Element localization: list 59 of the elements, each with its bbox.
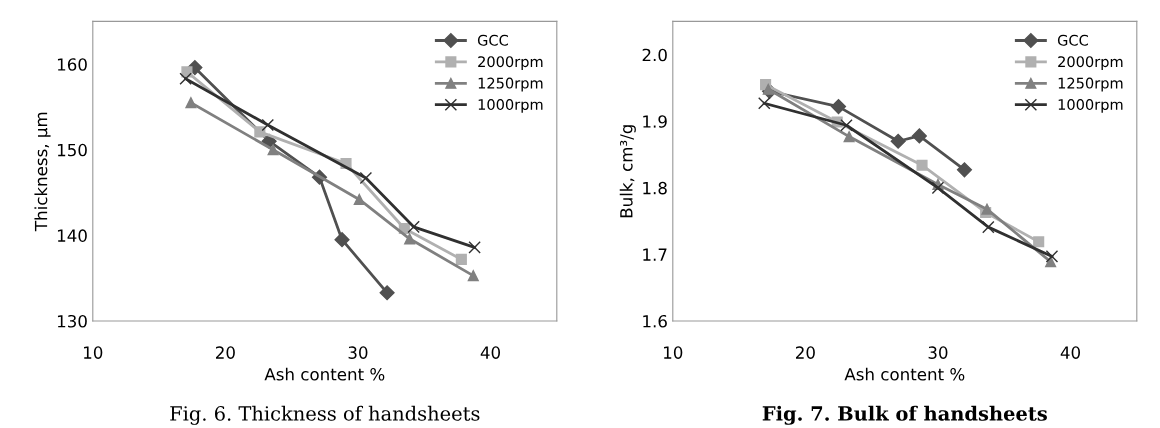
- point: [981, 203, 993, 215]
- point: [267, 144, 279, 156]
- x-tick-label: 20: [795, 346, 815, 359]
- x-tick-label: 30: [348, 346, 368, 359]
- legend-label: 1000rpm: [478, 99, 543, 113]
- x-tick-label: 10: [664, 346, 683, 359]
- y-tick-label: 1.9: [643, 115, 667, 128]
- y-axis-title: Bulk, cm³/g: [619, 125, 636, 218]
- point: [359, 171, 373, 185]
- legend-label: 2000rpm: [1058, 56, 1123, 71]
- y-tick-label: 130: [57, 314, 87, 328]
- text: Fig. 7. Bulk of handsheets: [762, 405, 1047, 425]
- legend-label: 2000rpm: [478, 56, 543, 71]
- x-tick-label: 40: [480, 346, 501, 359]
- point: [185, 97, 197, 109]
- legend-label: 1250rpm: [478, 77, 543, 92]
- y-axis-title: Thickness, µm: [34, 112, 51, 232]
- point: [179, 72, 192, 86]
- point: [762, 83, 774, 95]
- legend-label: 1250rpm: [1058, 77, 1123, 92]
- point: [353, 193, 365, 206]
- point: [890, 133, 906, 149]
- y-tick-label: 160: [57, 58, 87, 71]
- text: Fig. 6. Thickness of handsheets: [170, 405, 480, 425]
- point: [1045, 250, 1059, 263]
- point: [404, 233, 416, 245]
- point: [455, 253, 467, 265]
- y-tick-label: 1.6: [643, 314, 667, 328]
- y-tick-label: 1.8: [643, 181, 667, 195]
- point: [1033, 236, 1045, 248]
- x-tick-label: 10: [84, 346, 103, 359]
- point: [916, 159, 928, 171]
- point: [261, 118, 275, 132]
- x-axis-title: Ash content %: [844, 367, 965, 381]
- y-tick-label: 2.0: [642, 48, 667, 62]
- legend-label: GCC: [1057, 34, 1088, 46]
- legend-label: GCC: [477, 34, 508, 46]
- point: [840, 119, 853, 132]
- point: [254, 126, 266, 138]
- y-tick-label: 140: [57, 229, 87, 242]
- y-tick-label: 150: [57, 143, 87, 157]
- x-tick-label: 40: [1060, 346, 1081, 359]
- x-tick-label: 30: [928, 346, 948, 359]
- x-axis-title: Ash content %: [264, 367, 385, 381]
- point: [911, 128, 927, 144]
- y-tick-label: 1.7: [643, 248, 667, 261]
- point: [334, 232, 350, 248]
- point: [830, 99, 847, 115]
- x-tick-label: 20: [215, 346, 235, 359]
- point: [758, 97, 771, 110]
- legend-label: 1000rpm: [1058, 99, 1123, 113]
- point: [467, 270, 479, 282]
- point: [843, 131, 855, 143]
- point: [379, 285, 395, 301]
- point: [407, 220, 420, 234]
- point: [468, 241, 481, 254]
- point: [956, 162, 973, 178]
- point: [931, 181, 945, 195]
- point: [982, 220, 995, 234]
